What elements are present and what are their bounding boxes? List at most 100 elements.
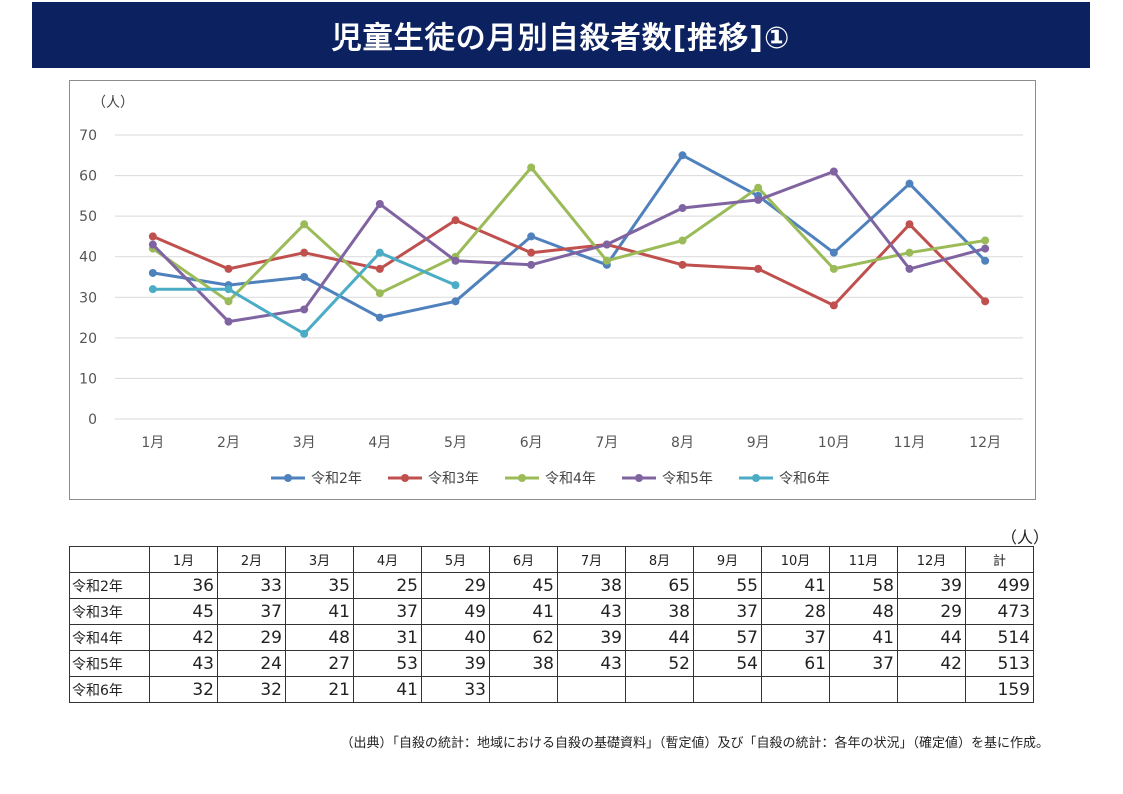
series-5-point [451, 281, 460, 290]
y-tick-label: 70 [79, 128, 97, 144]
series-4-point [451, 256, 460, 265]
series-3-point [224, 297, 233, 306]
series-line-2 [152, 218, 987, 307]
series-4-point [527, 260, 536, 269]
value-cell: 45 [149, 598, 218, 625]
value-cell: 36 [149, 572, 218, 599]
legend-label-3: 令和4年 [545, 471, 596, 487]
table-body: 令和2年 36 33 35 25 29 45 38 65 55 41 58 39 499 令和3年 45 37 4… [69, 572, 1034, 703]
table-row: 令和2年 36 33 35 25 29 45 38 65 55 41 58 39 499 [69, 572, 1034, 599]
series-2-point [375, 264, 384, 273]
series-line-4 [151, 170, 986, 324]
line-chart-panel: （人） 0 10 20 30 40 50 60 70 1月 2月 3月 4月 5月 6月 7月 8月 9月 10月 1… [69, 80, 1036, 500]
column-header: 5月 [421, 546, 490, 573]
y-unit-label: （人） [92, 95, 134, 111]
series-1-point [829, 248, 838, 257]
series-4-point [300, 305, 309, 314]
value-cell: 49 [421, 598, 490, 625]
x-tick-label: 1月 [141, 435, 164, 451]
series-line-1 [152, 153, 987, 320]
page-title: 児童生徒の月別自殺者数[推移]① [331, 21, 791, 56]
series-1-point [451, 297, 460, 306]
value-cell: 32 [217, 676, 286, 703]
value-cell: 61 [761, 650, 830, 677]
table-unit-label: （人） [1000, 528, 1049, 547]
series-4-point [148, 240, 157, 249]
y-tick-label: 50 [79, 209, 97, 225]
x-tick-label: 11月 [894, 435, 926, 451]
x-tick-label: 12月 [969, 435, 1001, 451]
series-1-point [300, 273, 309, 281]
value-cell [761, 676, 830, 703]
legend-label-1: 令和2年 [311, 471, 362, 487]
value-cell: 29 [421, 572, 490, 599]
value-cell: 44 [897, 624, 966, 651]
column-header: 1月 [149, 546, 218, 573]
value-cell: 41 [489, 598, 558, 625]
value-cell: 42 [149, 624, 218, 651]
value-cell: 37 [353, 598, 422, 625]
series-2-point [224, 264, 233, 273]
table-header-row: 1月 2月 3月 4月 5月 6月 7月 8月 9月 10月 11月 12月計 [69, 546, 1034, 573]
value-cell: 44 [625, 624, 694, 651]
row-label: 令和6年 [69, 676, 150, 703]
series-4-point [678, 204, 687, 213]
column-header: 11月 [829, 546, 898, 573]
value-cell: 38 [557, 572, 626, 599]
column-header: 4月 [353, 546, 422, 573]
legend-marker-1 [284, 474, 292, 482]
series-1-point [148, 268, 157, 277]
column-header: 8月 [625, 546, 694, 573]
total-cell: 514 [965, 624, 1034, 651]
series-2-point [829, 301, 838, 310]
column-header: 2月 [217, 546, 286, 573]
series-2-point [905, 220, 914, 229]
column-header: 10月 [761, 546, 830, 573]
value-cell: 32 [149, 676, 218, 703]
series-1-point [678, 151, 687, 160]
series-4-point [905, 264, 914, 273]
source-note: （出典）「自殺の統計：地域における自殺の基礎資料」（暫定値）及び「自殺の統計：各… [340, 736, 1049, 751]
series-4-point [224, 317, 233, 326]
value-cell: 39 [557, 624, 626, 651]
series-4-point [602, 240, 611, 249]
row-label: 令和5年 [69, 650, 150, 677]
value-cell [625, 676, 694, 703]
value-cell: 55 [693, 572, 762, 599]
value-cell: 24 [217, 650, 286, 677]
y-tick-label: 40 [79, 250, 97, 266]
table-row: 令和3年 45 37 41 37 49 41 43 38 37 28 48 29 473 [69, 598, 1034, 625]
value-cell: 37 [217, 598, 286, 625]
value-cell [557, 676, 626, 703]
column-header: 6月 [489, 546, 558, 573]
value-cell: 48 [285, 624, 354, 651]
total-cell: 159 [965, 676, 1034, 703]
value-cell: 54 [693, 650, 762, 677]
series-1-point [375, 313, 384, 322]
value-cell: 65 [625, 572, 694, 599]
series-5-point [375, 248, 384, 257]
series-3-point [905, 248, 914, 257]
value-cell: 39 [897, 572, 966, 599]
y-tick-label: 20 [79, 331, 97, 347]
series-1-point [527, 232, 536, 241]
y-tick-label: 60 [79, 169, 97, 185]
table-corner-cell [69, 546, 150, 573]
x-tick-label: 6月 [520, 435, 543, 451]
series-4-point [829, 167, 838, 176]
y-tick-label: 0 [88, 412, 97, 428]
series-3-point [678, 236, 687, 245]
series-5-point [148, 285, 157, 294]
total-cell: 499 [965, 572, 1034, 599]
value-cell: 57 [693, 624, 762, 651]
series-line-3 [151, 166, 986, 303]
value-cell: 21 [285, 676, 354, 703]
column-header: 7月 [557, 546, 626, 573]
series-2-point [678, 260, 687, 269]
value-cell: 31 [353, 624, 422, 651]
series-2-point [754, 264, 763, 273]
row-label: 令和2年 [69, 572, 150, 599]
value-cell: 41 [761, 572, 830, 599]
x-tick-label: 2月 [217, 435, 240, 451]
series-3-point [527, 163, 536, 172]
